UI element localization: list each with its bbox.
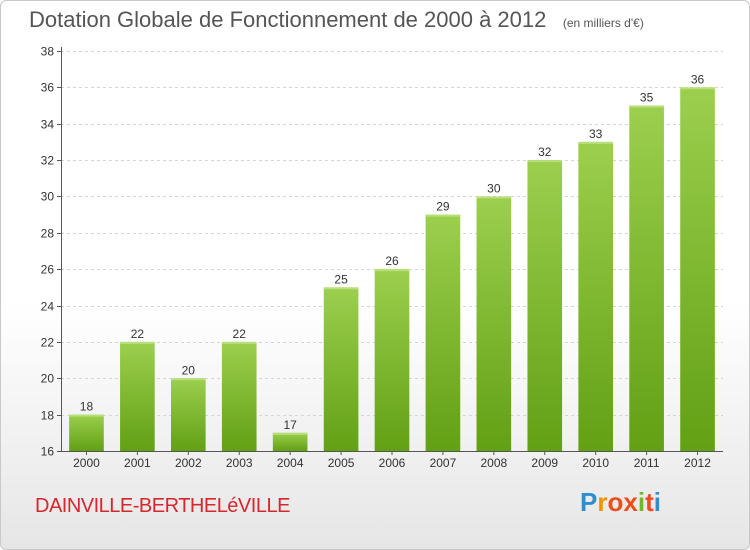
axes: 16 18 20 22 24 26 28 30 32 34 36 38 2000 2001 2002 2003… [41, 45, 723, 470]
bar-highlight [629, 105, 664, 108]
bar [629, 105, 664, 451]
chart-unit: (en milliers d'€) [562, 16, 644, 30]
y-tick-label: 34 [41, 118, 55, 132]
bar [170, 378, 206, 451]
bar [69, 414, 104, 451]
x-tick-label: 2010 [582, 456, 609, 470]
bar-highlight [221, 341, 257, 344]
bar-highlight [323, 287, 359, 290]
bar [120, 341, 155, 451]
bar-highlight [69, 414, 104, 417]
bar-value-label: 17 [283, 418, 297, 432]
y-tick-label: 22 [41, 336, 55, 350]
bar [476, 196, 512, 451]
x-tick-label: 2003 [226, 456, 253, 470]
bar [425, 214, 461, 451]
bar [323, 287, 359, 451]
bar [374, 269, 410, 451]
bar-highlight [374, 269, 410, 272]
bar-highlight [680, 87, 715, 90]
proxiti-logo[interactable]: Proxiti [580, 487, 661, 518]
bar-highlight [170, 378, 206, 381]
y-tick-label: 30 [41, 190, 55, 204]
y-tick-label: 28 [41, 227, 55, 241]
bar-value-label: 33 [589, 127, 603, 141]
logo-letter: t [645, 487, 654, 517]
y-tick-label: 24 [41, 300, 55, 314]
bar-value-label: 18 [80, 400, 94, 414]
bar-value-label: 25 [334, 272, 348, 286]
y-tick-label: 36 [41, 81, 55, 95]
bar-value-label: 29 [436, 200, 450, 214]
bar-value-label: 32 [538, 145, 552, 159]
y-tick-label: 38 [41, 45, 55, 59]
x-tick-label: 2006 [379, 456, 406, 470]
logo-letter: r [597, 487, 608, 517]
bar [221, 341, 257, 451]
x-tick-label: 2001 [124, 456, 151, 470]
bar-highlight [527, 160, 563, 163]
y-tick-label: 32 [41, 154, 55, 168]
bar-highlight [272, 432, 308, 435]
bar [578, 141, 614, 451]
bar-highlight [578, 141, 614, 144]
logo-letter: i [653, 487, 661, 517]
x-tick-label: 2011 [634, 456, 660, 470]
y-tick-label: 20 [41, 372, 55, 386]
bar [680, 87, 715, 451]
y-tick-label: 18 [41, 409, 55, 423]
bar [527, 160, 563, 451]
bar-value-label: 22 [233, 327, 247, 341]
bars [69, 87, 715, 451]
bar-value-label: 20 [182, 363, 196, 377]
bar-value-label: 36 [691, 72, 705, 86]
x-tick-label: 2000 [73, 456, 100, 470]
bar-highlight [120, 341, 155, 344]
bar [272, 432, 308, 451]
x-tick-label: 2009 [531, 456, 558, 470]
logo-letter: i [637, 487, 646, 517]
y-tick-label: 26 [41, 263, 55, 277]
bar-highlight [425, 214, 461, 217]
bar-value-label: 35 [640, 91, 654, 105]
bar-value-label: 22 [131, 327, 145, 341]
x-tick-label: 2002 [175, 456, 202, 470]
logo-letter: x [623, 487, 638, 517]
y-tick-label: 16 [41, 445, 55, 459]
x-tick-label: 2007 [430, 456, 457, 470]
logo-letter: o [607, 487, 624, 517]
commune-name: DAINVILLE-BERTHELéVILLE [35, 495, 290, 517]
bar-value-label: 30 [487, 181, 501, 195]
bar-highlight [476, 196, 512, 199]
chart-title: Dotation Globale de Fonctionnement de 20… [29, 7, 547, 32]
x-tick-label: 2005 [328, 456, 355, 470]
x-tick-label: 2008 [480, 456, 507, 470]
x-tick-label: 2004 [277, 456, 304, 470]
x-tick-label: 2012 [684, 456, 711, 470]
title-row: Dotation Globale de Fonctionnement de 20… [29, 7, 644, 33]
bar-value-label: 26 [385, 254, 399, 268]
logo-letter: P [580, 487, 598, 517]
labels: 18 22 20 22 17 25 26 29 30 32 33 35 36 [80, 72, 705, 431]
